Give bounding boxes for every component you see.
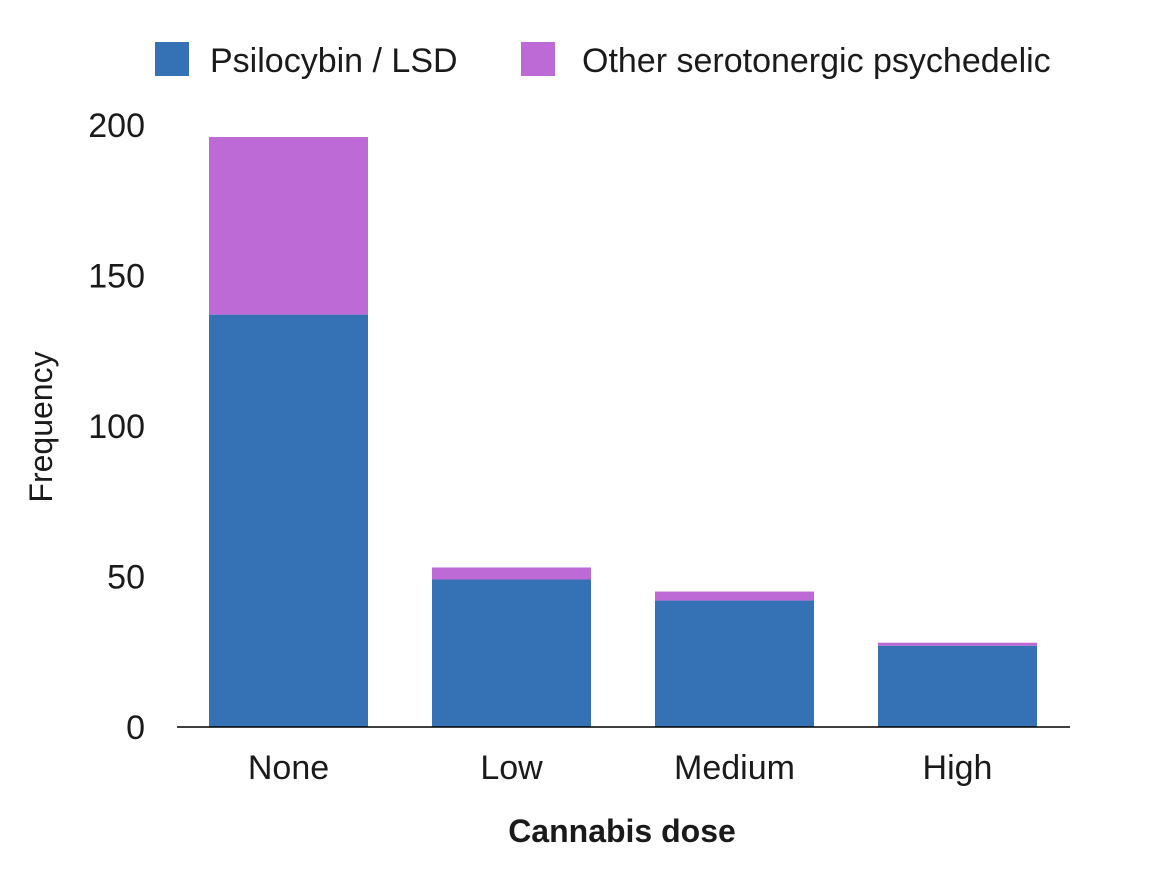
bar-none-series-1 bbox=[209, 137, 368, 315]
bar-low-series-1 bbox=[432, 567, 591, 580]
x-tick-label-high: High bbox=[923, 749, 993, 787]
x-axis-title: Cannabis dose bbox=[508, 813, 736, 849]
x-tick-label-none: None bbox=[248, 749, 329, 787]
x-tick-label-medium: Medium bbox=[674, 749, 795, 787]
bar-high-series-1 bbox=[878, 642, 1037, 646]
legend-swatch-other-serotonergic bbox=[521, 42, 555, 76]
y-axis-title: Frequency bbox=[23, 351, 59, 502]
y-tick-label-0: 0 bbox=[126, 709, 145, 747]
legend-swatch-psilocybin-lsd bbox=[155, 42, 189, 76]
legend-label-other-serotonergic: Other serotonergic psychedelic bbox=[582, 42, 1051, 80]
x-axis-ticks: None Low Medium High bbox=[248, 749, 993, 787]
bar-low-series-0 bbox=[432, 579, 591, 727]
y-tick-label-150: 150 bbox=[88, 258, 145, 296]
bar-none-series-0 bbox=[209, 314, 368, 727]
legend: Psilocybin / LSD Other serotonergic psyc… bbox=[155, 42, 1051, 80]
bar-medium-series-0 bbox=[655, 600, 814, 727]
legend-label-psilocybin-lsd: Psilocybin / LSD bbox=[210, 42, 458, 80]
bars bbox=[209, 137, 1037, 727]
y-tick-label-200: 200 bbox=[88, 107, 145, 145]
y-axis-ticks: 0 50 100 150 200 bbox=[88, 107, 145, 747]
y-tick-label-50: 50 bbox=[107, 559, 145, 597]
bar-high-series-0 bbox=[878, 645, 1037, 727]
x-tick-label-low: Low bbox=[480, 749, 543, 787]
y-tick-label-100: 100 bbox=[88, 408, 145, 446]
bar-medium-series-1 bbox=[655, 591, 814, 601]
